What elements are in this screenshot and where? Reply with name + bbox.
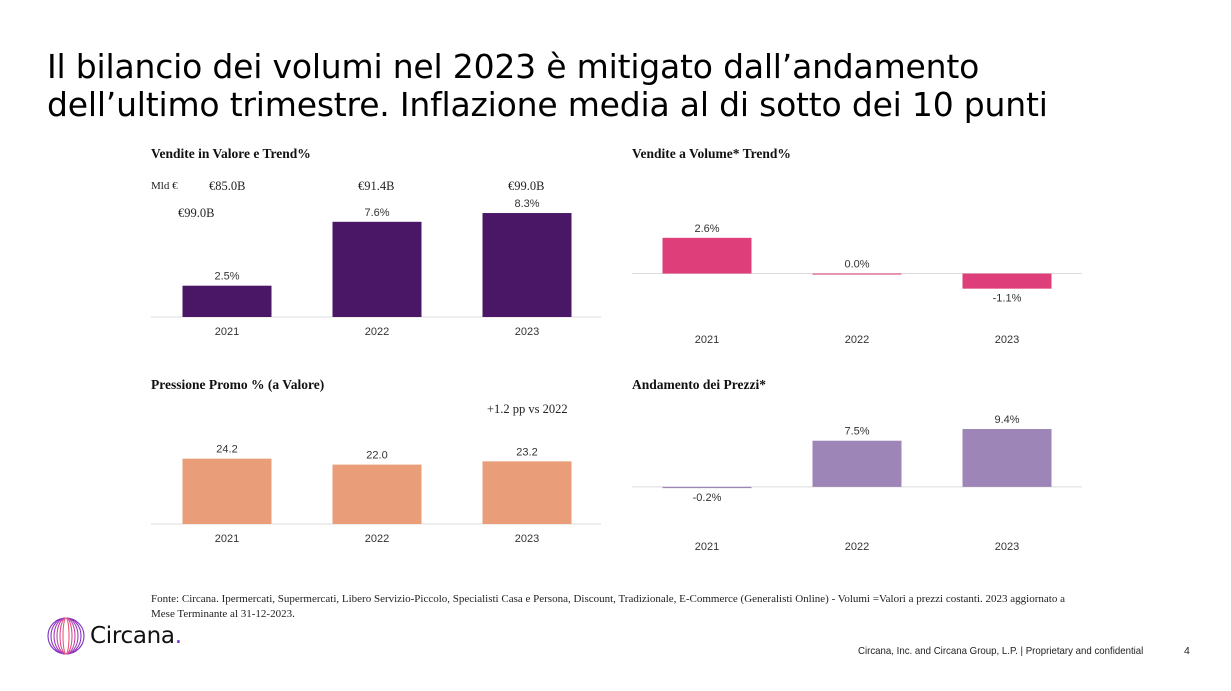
bar-2021 [662,237,752,274]
slide-title: Il bilancio dei volumi nel 2023 è mitiga… [47,48,1197,124]
circana-logo: Circana. [44,616,182,656]
footer-confidential: Circana, Inc. and Circana Group, L.P. | … [858,645,1144,657]
data-label-2022: 22.0 [366,450,387,462]
category-label-2021: 2021 [695,541,719,553]
data-label-2021: 24.2 [216,444,237,456]
bar-2023 [482,213,572,317]
value-label-2022: €91.4B [358,179,395,193]
category-label-2022: 2022 [845,334,869,346]
data-label-2022: 7.5% [844,426,869,438]
promo-annotation: +1.2 pp vs 2022 [487,402,568,416]
bar-2022 [332,464,422,524]
bar-2023 [962,273,1052,289]
data-label-2022: 7.6% [364,207,389,219]
category-label-2023: 2023 [515,326,539,338]
circana-logo-icon [47,617,85,655]
data-label-2023: 9.4% [994,414,1019,426]
bar-2021 [182,458,272,524]
category-label-2022: 2022 [365,533,389,545]
category-label-2021: 2021 [695,334,719,346]
logo-word: Circana [90,623,175,649]
category-label-2023: 2023 [995,541,1019,553]
data-label-2021: 2.6% [694,223,719,235]
extra-value-label: €99.0B [178,206,215,220]
bar-2022 [812,273,902,275]
data-label-2021: 2.5% [214,271,239,283]
data-label-2022: 0.0% [844,259,869,271]
bar-2022 [332,221,422,317]
category-label-2021: 2021 [215,533,239,545]
value-label-2023: €99.0B [508,179,545,193]
bar-2023 [962,429,1052,487]
data-label-2023: 8.3% [514,198,539,210]
bar-2021 [662,486,752,489]
data-label-2021: -0.2% [693,492,722,504]
category-label-2022: 2022 [365,326,389,338]
chart-promo: 24.2 2021 22.0 2022 23.2 2023 [151,444,601,545]
logo-dot: . [174,623,182,649]
category-label-2022: 2022 [845,541,869,553]
chart-valore: 2.5% 2021 7.6% 2022 8.3% 2023 [151,198,601,338]
chart-title-promo: Pressione Promo % (a Valore) [151,377,325,392]
chart-volume: 2.6% 2021 0.0% 2022 -1.1% 2023 [632,223,1082,346]
page-number: 4 [1184,645,1190,657]
category-label-2023: 2023 [995,334,1019,346]
bar-2022 [812,440,902,487]
source-footnote: Fonte: Circana. Ipermercati, Supermercat… [151,593,1065,620]
chart-prezzi: -0.2% 2021 7.5% 2022 9.4% 2023 [632,414,1082,553]
value-label-2021: €85.0B [209,179,246,193]
slide-title-line-2: dell’ultimo trimestre. Inflazione media … [47,85,1048,124]
bar-2023 [482,461,572,524]
category-label-2023: 2023 [515,533,539,545]
chart-title-prezzi: Andamento dei Prezzi* [632,377,766,392]
slide-title-line-1: Il bilancio dei volumi nel 2023 è mitiga… [47,47,980,86]
unit-label: Mld € [151,180,178,192]
category-label-2021: 2021 [215,326,239,338]
chart-title-volume: Vendite a Volume* Trend% [632,146,791,161]
chart-title-valore: Vendite in Valore e Trend% [151,146,311,161]
bar-2021 [182,285,272,317]
data-label-2023: 23.2 [516,446,537,458]
circana-logo-text: Circana. [90,623,182,649]
data-label-2023: -1.1% [993,293,1022,305]
